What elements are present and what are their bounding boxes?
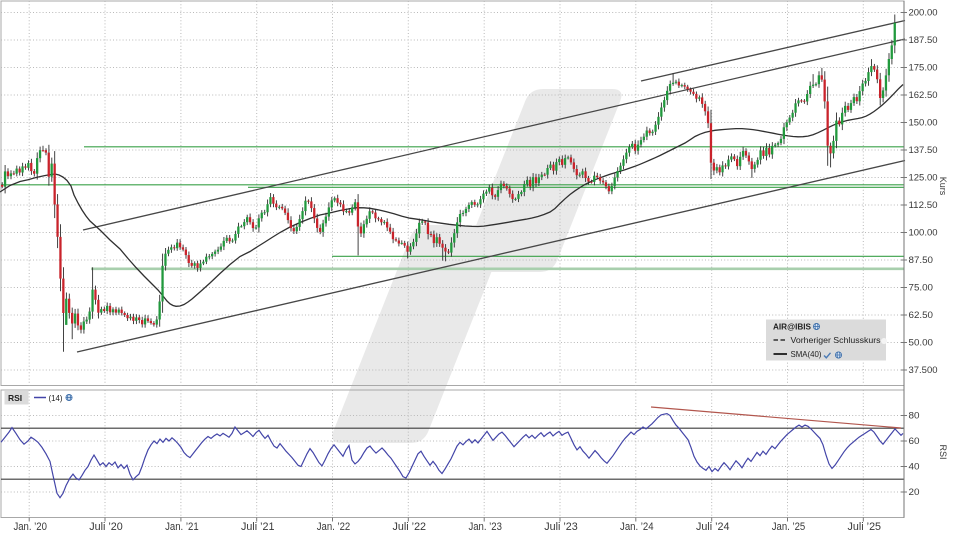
svg-text:87.50: 87.50 (909, 255, 934, 265)
svg-text:Jan. ’23: Jan. ’23 (468, 521, 502, 533)
svg-text:100.00: 100.00 (909, 228, 938, 238)
svg-text:RSI: RSI (8, 393, 22, 403)
svg-text:(14): (14) (49, 393, 63, 403)
svg-text:75.00: 75.00 (909, 283, 934, 293)
svg-text:175.00: 175.00 (909, 63, 938, 73)
svg-text:Juli ’20: Juli ’20 (89, 521, 123, 533)
svg-text:Jan. ’24: Jan. ’24 (620, 521, 654, 533)
svg-text:50.00: 50.00 (909, 338, 934, 348)
svg-text:AIR@IBIS: AIR@IBIS (773, 322, 811, 332)
svg-text:RSI: RSI (938, 444, 948, 459)
svg-text:Juli ’25: Juli ’25 (848, 521, 882, 533)
svg-text:37.500: 37.500 (909, 365, 938, 375)
svg-text:20: 20 (909, 487, 920, 497)
svg-text:Jan. ’22: Jan. ’22 (317, 521, 351, 533)
svg-text:SMA(40): SMA(40) (791, 349, 822, 359)
svg-text:Juli ’22: Juli ’22 (393, 521, 427, 533)
svg-text:80: 80 (909, 411, 920, 421)
svg-text:Jan. ’25: Jan. ’25 (772, 521, 806, 533)
svg-text:125.00: 125.00 (909, 173, 938, 183)
svg-text:137.50: 137.50 (909, 145, 938, 155)
svg-text:187.50: 187.50 (909, 35, 938, 45)
svg-text:112.50: 112.50 (909, 200, 938, 210)
svg-text:40: 40 (909, 462, 920, 472)
svg-text:Juli ’23: Juli ’23 (544, 521, 578, 533)
svg-text:Kurs: Kurs (938, 177, 948, 196)
svg-text:162.50: 162.50 (909, 90, 938, 100)
svg-text:200.00: 200.00 (909, 8, 938, 18)
svg-text:Juli ’21: Juli ’21 (241, 521, 275, 533)
svg-text:Jan. ’21: Jan. ’21 (165, 521, 199, 533)
svg-text:Vorheriger Schlusskurs: Vorheriger Schlusskurs (791, 335, 881, 345)
svg-text:60: 60 (909, 436, 920, 446)
svg-text:150.00: 150.00 (909, 118, 938, 128)
svg-text:Jan. ’20: Jan. ’20 (13, 521, 47, 533)
svg-text:Juli ’24: Juli ’24 (696, 521, 730, 533)
svg-text:62.50: 62.50 (909, 310, 934, 320)
